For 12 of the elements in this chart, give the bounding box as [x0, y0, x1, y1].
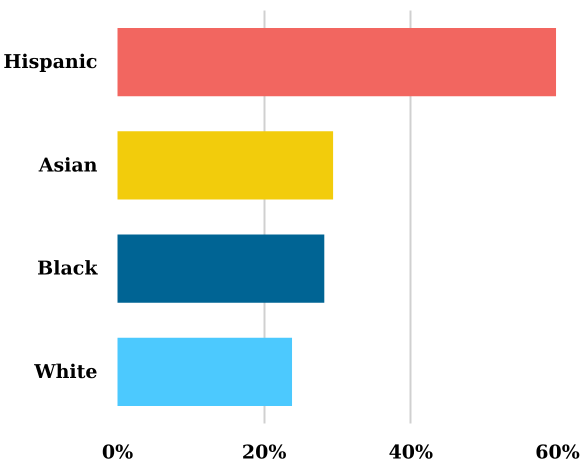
y-tick-label: Black [37, 258, 98, 280]
bar [118, 338, 292, 406]
x-tick-label: 0% [102, 442, 134, 464]
x-tick-label: 40% [388, 442, 434, 464]
y-tick-label: White [33, 360, 98, 383]
bar [118, 131, 334, 200]
x-tick-label: 60% [535, 442, 580, 464]
x-tick-label: 20% [242, 442, 286, 464]
bar [118, 28, 556, 96]
y-tick-label: Hispanic [3, 51, 98, 74]
y-tick-label: Asian [38, 154, 98, 176]
bar [118, 234, 324, 303]
